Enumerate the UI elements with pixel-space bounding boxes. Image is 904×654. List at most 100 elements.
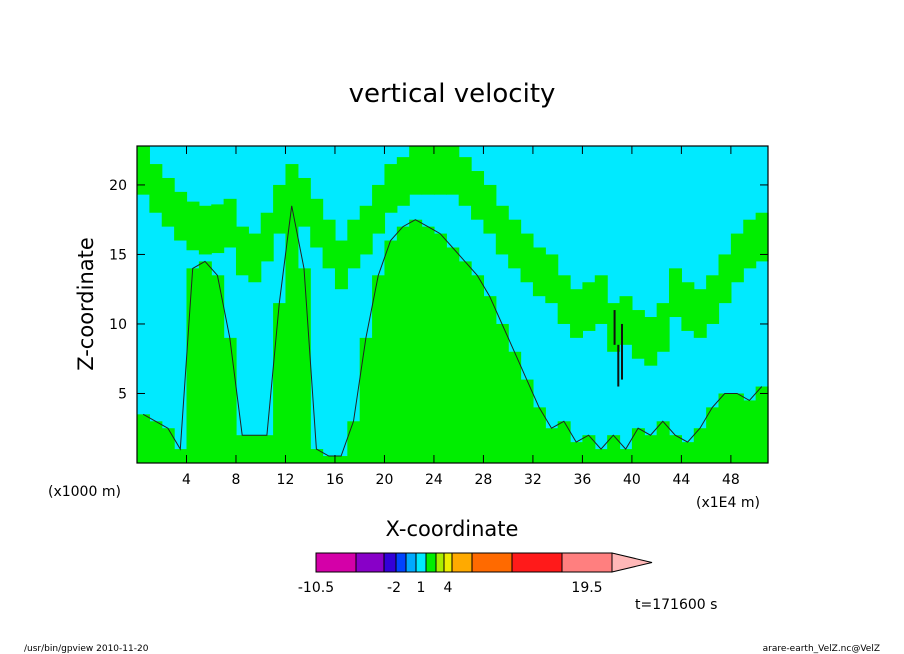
contour-band-high: [706, 275, 720, 324]
contour-band-low: [174, 449, 188, 463]
colorbar-swatch: [471, 552, 513, 573]
contour-band-low: [260, 435, 274, 463]
contour-line: [142, 205, 763, 457]
contour-band-high: [235, 226, 249, 276]
contour-band-low: [235, 435, 249, 463]
contour-band-high: [137, 146, 150, 195]
contour-band-low: [359, 337, 373, 463]
colorbar-label: -2: [387, 580, 401, 596]
contour-band-high: [446, 146, 460, 195]
footer-left: /usr/bin/gpview 2010-11-20: [24, 644, 149, 654]
contour-band-high: [347, 219, 361, 269]
x-tick-label: 16: [326, 472, 344, 488]
x-tick-label: 32: [524, 472, 542, 488]
contour-band-high: [186, 201, 200, 251]
contour-band-low: [384, 240, 398, 463]
contour-band-high: [631, 310, 645, 359]
x-tick-label: 40: [623, 472, 641, 488]
contour-band-high: [260, 212, 274, 262]
contour-band-high: [495, 205, 509, 255]
colorbar-swatch: [511, 552, 563, 573]
contour-band-low: [520, 379, 534, 463]
contour-band-high: [730, 233, 744, 283]
x-axis-ticks: 4 8 12 16 20 24 28 32 36 40 44 48: [182, 146, 740, 488]
contour-band-high: [681, 282, 695, 331]
contour-band-low: [334, 456, 348, 463]
contour-band-high: [248, 233, 262, 283]
contour-band-low: [285, 205, 299, 463]
contour-band-high: [396, 157, 410, 206]
contour-band-low: [557, 421, 571, 463]
contour-band-high: [223, 198, 237, 248]
contour-band-low: [532, 407, 546, 463]
contour-band-high: [334, 240, 348, 290]
contour-band-low: [347, 421, 361, 463]
contour-band-high: [211, 204, 225, 254]
contour-band-low: [607, 435, 621, 463]
contour-band-high: [545, 254, 559, 304]
y-tick-label: 5: [118, 386, 127, 402]
contour-band-low: [310, 449, 324, 463]
contour-band-high: [669, 268, 682, 318]
contour-band-low: [421, 226, 435, 463]
contour-band-low: [161, 428, 175, 463]
contour-band-low: [322, 456, 336, 463]
contour-band-low: [396, 226, 410, 463]
contour-band-high: [594, 275, 608, 324]
colorbar-label: 19.5: [571, 580, 602, 596]
contour-band-low: [681, 442, 695, 463]
contour-band-low: [471, 275, 485, 463]
contour-band-high: [372, 184, 386, 234]
contour-band-high: [285, 164, 299, 213]
contour-band-high: [149, 164, 163, 213]
contour-band-low: [631, 428, 645, 463]
contour-band-low: [619, 449, 633, 463]
contour-band-low: [669, 435, 682, 463]
x-unit-right: (x1E4 m): [696, 495, 760, 511]
contour-band-high: [508, 219, 522, 269]
x-tick-label: 24: [425, 472, 443, 488]
contour-band-low: [198, 261, 212, 463]
contour-band-high: [297, 177, 311, 227]
colorbar-swatch: [561, 552, 613, 573]
contour-band-low: [211, 275, 225, 463]
contour-band-high: [433, 146, 447, 195]
x-tick-label: 48: [722, 472, 740, 488]
contour-band-high: [273, 184, 287, 234]
contour-band-low: [508, 351, 522, 463]
contour-band-high: [582, 282, 596, 331]
colorbar-swatch: [383, 552, 397, 573]
contour-band-low: [718, 393, 732, 463]
colorbar-swatch: [395, 552, 407, 573]
contour-band-low: [644, 435, 658, 463]
contour-band-high: [570, 289, 584, 338]
contour-band-high: [755, 212, 769, 262]
contour-band-low: [149, 421, 163, 463]
colorbar-swatch: [443, 552, 453, 573]
x-axis-label: X-coordinate: [386, 517, 519, 541]
x-tick-label: 44: [672, 472, 690, 488]
contour-band-low: [755, 386, 769, 463]
contour-band-high: [322, 219, 336, 269]
contour-band-high: [693, 289, 707, 338]
colorbar-swatch: [435, 552, 445, 573]
contour-band-low: [223, 337, 237, 463]
colorbar-label: -10.5: [298, 580, 334, 596]
colorbar-label: 1: [417, 580, 426, 596]
colorbar-swatch: [425, 552, 437, 573]
contour-band-low: [458, 261, 472, 463]
colorbar-swatch: [355, 552, 385, 573]
contour-band-low: [248, 435, 262, 463]
contour-band-high: [174, 191, 188, 241]
colorbar-labels: -10.5 -2 1 4 19.5: [298, 580, 603, 596]
colorbar-swatch: [315, 552, 357, 573]
x-tick-label: 28: [475, 472, 493, 488]
contour-band-high: [310, 198, 324, 248]
x-unit-left: (x1000 m): [48, 484, 121, 500]
colorbar-arrow: [611, 552, 653, 573]
plot-frame: [136, 145, 769, 464]
contour-band-low: [570, 442, 584, 463]
contour-band-high: [471, 171, 485, 220]
colorbar-swatch: [405, 552, 417, 573]
